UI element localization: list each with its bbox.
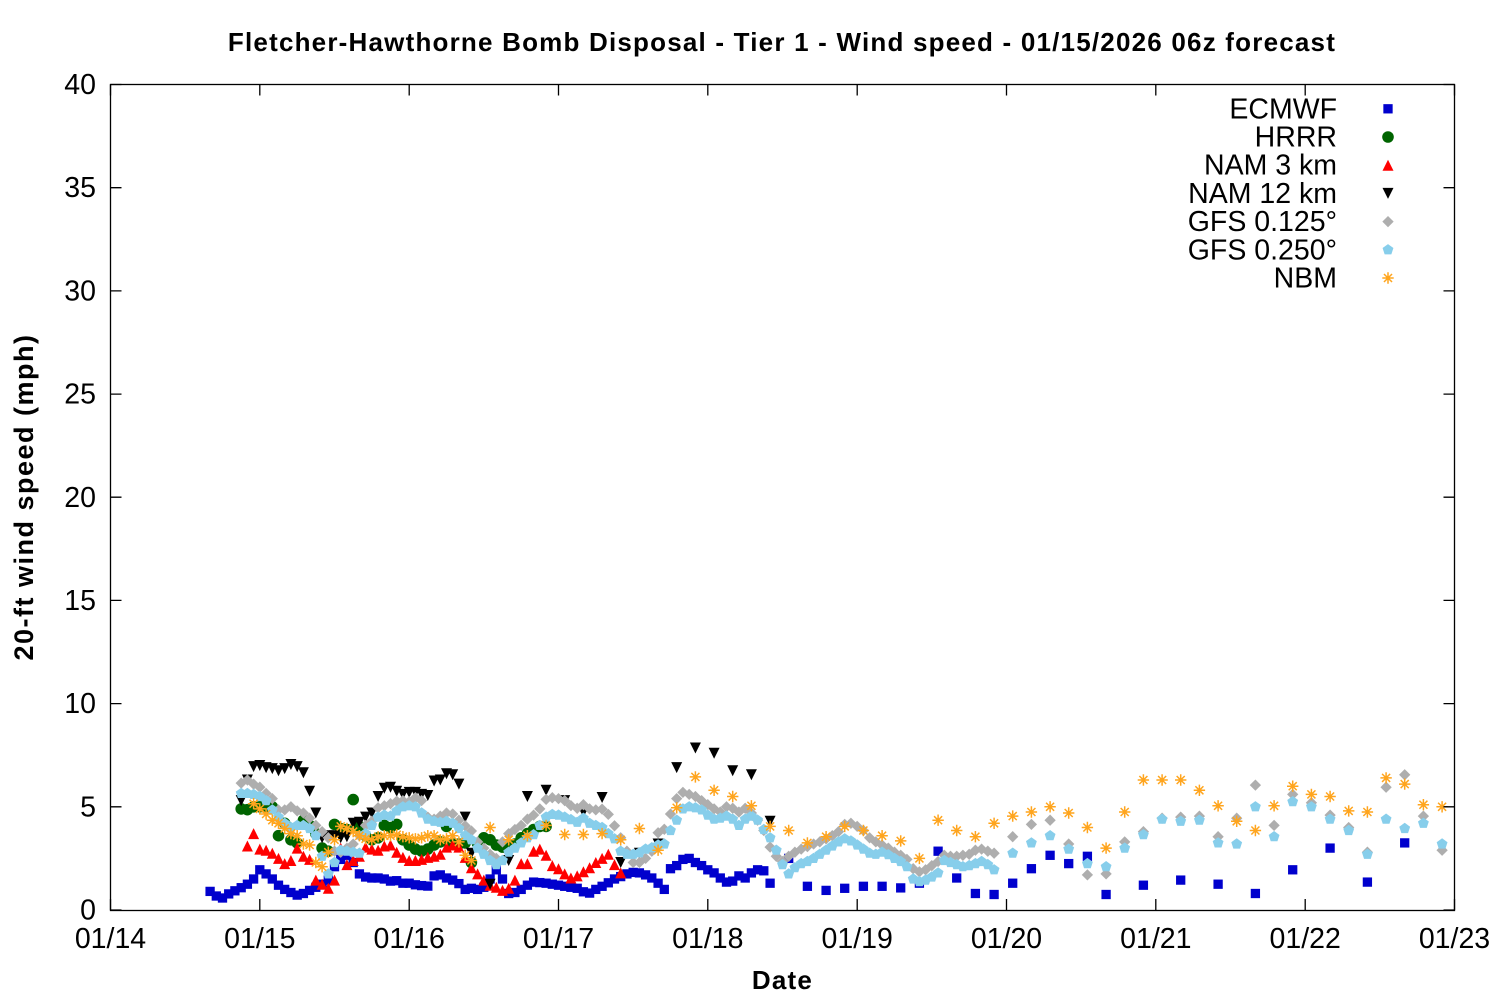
svg-text:NBM: NBM — [1274, 263, 1337, 295]
svg-text:35: 35 — [64, 172, 96, 204]
svg-text:10: 10 — [64, 688, 96, 720]
svg-text:01/18: 01/18 — [672, 923, 743, 955]
svg-text:30: 30 — [64, 275, 96, 307]
svg-text:01/21: 01/21 — [1120, 923, 1191, 955]
svg-text:NAM 3 km: NAM 3 km — [1204, 150, 1337, 182]
svg-text:20-ft wind speed (mph): 20-ft wind speed (mph) — [9, 333, 39, 660]
svg-text:GFS 0.250°: GFS 0.250° — [1188, 234, 1337, 266]
svg-text:01/16: 01/16 — [374, 923, 445, 955]
svg-text:5: 5 — [80, 791, 96, 823]
svg-text:ECMWF: ECMWF — [1229, 93, 1337, 125]
svg-text:01/15: 01/15 — [224, 923, 295, 955]
svg-text:01/20: 01/20 — [971, 923, 1042, 955]
svg-text:01/17: 01/17 — [523, 923, 594, 955]
svg-text:NAM 12 km: NAM 12 km — [1188, 178, 1337, 210]
svg-text:40: 40 — [64, 69, 96, 101]
svg-text:01/23: 01/23 — [1419, 923, 1490, 955]
svg-text:15: 15 — [64, 585, 96, 617]
svg-text:01/14: 01/14 — [75, 923, 146, 955]
svg-text:Date: Date — [752, 965, 813, 995]
svg-text:01/22: 01/22 — [1270, 923, 1341, 955]
svg-text:25: 25 — [64, 379, 96, 411]
svg-text:Fletcher-Hawthorne Bomb Dispos: Fletcher-Hawthorne Bomb Disposal - Tier … — [228, 27, 1336, 57]
svg-text:GFS 0.125°: GFS 0.125° — [1188, 206, 1337, 238]
svg-text:20: 20 — [64, 482, 96, 514]
svg-text:01/19: 01/19 — [822, 923, 893, 955]
svg-text:HRRR: HRRR — [1255, 122, 1337, 154]
svg-text:0: 0 — [80, 895, 96, 927]
